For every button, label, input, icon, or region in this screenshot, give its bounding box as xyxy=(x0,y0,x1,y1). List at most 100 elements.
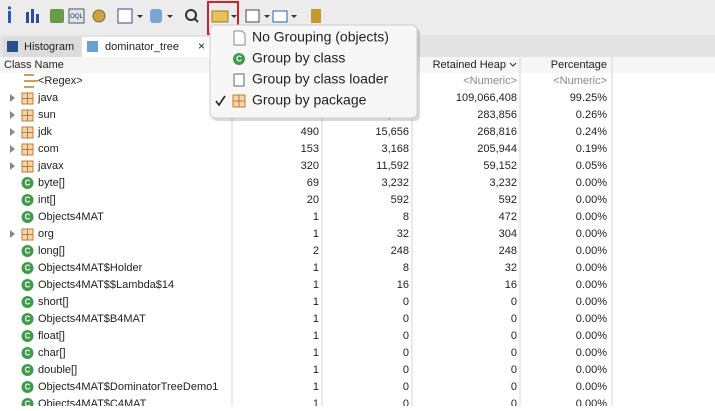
class-icon-letter: C xyxy=(25,264,31,273)
cell: 1 xyxy=(313,262,319,274)
tab-label[interactable]: Histogram xyxy=(24,41,74,53)
package-grid xyxy=(22,144,33,155)
cell: 0 xyxy=(511,296,517,308)
menu-item[interactable]: Group by class loader xyxy=(252,71,389,87)
sort-arrow xyxy=(509,62,517,67)
cell: 20 xyxy=(307,194,319,206)
cell: 0 xyxy=(403,347,409,359)
tab[interactable]: Histogram xyxy=(3,37,81,57)
cell: 0.00% xyxy=(576,381,607,393)
cell: 0 xyxy=(403,313,409,325)
cell: 472 xyxy=(499,211,517,223)
cell: 69 xyxy=(307,177,319,189)
class-icon xyxy=(21,211,34,223)
expander[interactable] xyxy=(10,230,15,238)
cell: sun xyxy=(38,109,56,121)
package-icon xyxy=(21,228,34,241)
column-header[interactable]: Retained Heap xyxy=(433,59,506,71)
class-icon xyxy=(21,381,34,393)
class-icon xyxy=(21,296,34,308)
package-grid xyxy=(22,161,33,172)
icon-grid xyxy=(233,95,245,107)
expander[interactable] xyxy=(10,94,15,102)
package-icon xyxy=(21,109,34,122)
menu-item[interactable]: Group by class xyxy=(252,50,345,66)
package-icon xyxy=(21,92,34,105)
class-icon xyxy=(21,279,34,291)
cell: 1 xyxy=(313,296,319,308)
cell: 8 xyxy=(403,262,409,274)
cell: 0 xyxy=(403,364,409,376)
cell: 153 xyxy=(301,143,319,155)
cell: 248 xyxy=(391,245,409,257)
cell: 0.24% xyxy=(576,126,607,138)
cell: 0.19% xyxy=(576,143,607,155)
cell: 32 xyxy=(397,228,409,240)
class-icon xyxy=(21,245,34,257)
tab[interactable]: dominator_tree × xyxy=(82,37,210,57)
tab-label[interactable]: dominator_tree xyxy=(105,41,179,53)
column-header[interactable]: Percentage xyxy=(551,59,607,71)
package-grid xyxy=(22,127,33,138)
class-icon-letter: C xyxy=(25,298,31,307)
class-icon-letter: C xyxy=(25,247,31,256)
filter[interactable]: <Regex> xyxy=(38,75,83,87)
package-grid xyxy=(22,110,33,121)
menu-item[interactable]: No Grouping (objects) xyxy=(252,29,389,45)
icon xyxy=(233,53,245,65)
expander[interactable] xyxy=(10,128,15,136)
cell: 0 xyxy=(511,330,517,342)
cell: 0.00% xyxy=(576,398,607,406)
menu xyxy=(209,24,418,119)
class-icon-letter: C xyxy=(25,366,31,375)
cell: 109,066,408 xyxy=(456,92,517,104)
cell: 1 xyxy=(313,279,319,291)
cell: 1 xyxy=(313,381,319,393)
filter[interactable]: <Numeric> xyxy=(463,75,517,87)
cell: 320 xyxy=(301,160,319,172)
cell: 283,856 xyxy=(477,109,517,121)
cell: 1 xyxy=(313,211,319,223)
cell: 0 xyxy=(511,313,517,325)
class-icon-letter: C xyxy=(25,349,31,358)
class-icon xyxy=(21,177,34,189)
menu-item[interactable]: Group by package xyxy=(252,92,367,108)
class-icon-letter: C xyxy=(25,179,31,188)
cell: 3,232 xyxy=(489,177,517,189)
cell: 0 xyxy=(403,381,409,393)
cell: 0 xyxy=(403,330,409,342)
package-icon xyxy=(21,143,34,156)
expander[interactable] xyxy=(10,111,15,119)
expander[interactable] xyxy=(10,162,15,170)
cell: 2 xyxy=(313,245,319,257)
cell: Objects4MAT$DominatorTreeDemo1 xyxy=(38,381,218,393)
expander[interactable] xyxy=(10,145,15,153)
cell: 1 xyxy=(313,228,319,240)
column-header[interactable]: Class Name xyxy=(4,59,64,71)
cell: byte[] xyxy=(38,177,65,189)
svg-text:OQL: OQL xyxy=(70,14,83,20)
regex-icon xyxy=(24,74,38,88)
cell: 0 xyxy=(511,381,517,393)
icon xyxy=(233,73,245,87)
cell: long[] xyxy=(38,245,65,257)
cell: 490 xyxy=(301,126,319,138)
filter[interactable]: <Numeric> xyxy=(553,75,607,87)
cell: 15,656 xyxy=(375,126,409,138)
cell: float[] xyxy=(38,330,65,342)
package-icon xyxy=(21,160,34,173)
class-icon xyxy=(21,330,34,342)
cell: 99.25% xyxy=(570,92,608,104)
cell: 0.00% xyxy=(576,364,607,376)
cell: short[] xyxy=(38,296,69,308)
icon-letter: C xyxy=(236,55,242,64)
package-grid xyxy=(22,93,33,104)
cell: 205,944 xyxy=(477,143,517,155)
icon xyxy=(233,30,246,46)
close-icon[interactable]: × xyxy=(198,39,205,53)
cell: javax xyxy=(37,160,64,172)
cell: com xyxy=(38,143,59,155)
cell: 0 xyxy=(511,398,517,406)
